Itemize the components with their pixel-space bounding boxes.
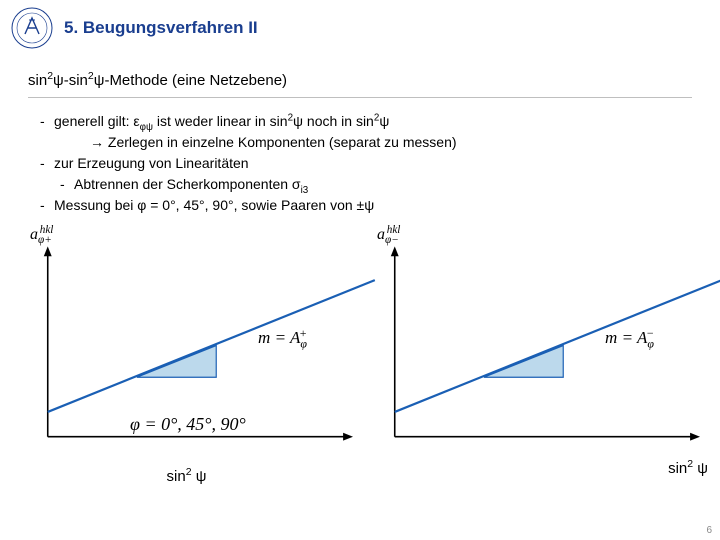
slope-label: m = Aφ+ [258, 328, 307, 348]
chart-right: aφ−hkl m = Aφ− sin2 ψ [365, 230, 702, 465]
bullet-list: generell gilt: εφψ ist weder linear in s… [0, 108, 720, 214]
divider [28, 97, 692, 98]
slide-header: 5. Beugungsverfahren II [0, 0, 720, 54]
page-number: 6 [706, 525, 712, 536]
y-axis-label: aφ−hkl [377, 226, 400, 244]
bullet-subtext: → Zerlegen in einzelne Komponenten (sepa… [40, 133, 692, 152]
x-axis-label: sin2 ψ [167, 468, 207, 485]
institution-logo [10, 6, 54, 50]
slope-label: m = Aφ− [605, 328, 654, 348]
chart-left: aφ+hkl m = Aφ+ φ = 0°, 45°, 90° sin2 ψ [18, 230, 355, 465]
charts-row: aφ+hkl m = Aφ+ φ = 0°, 45°, 90° sin2 ψ a… [0, 216, 720, 465]
y-axis-label: aφ+hkl [30, 226, 53, 244]
section-subtitle: sin2ψ-sin2ψ-Methode (eine Netzebene) [0, 54, 720, 93]
x-axis-label: sin2 ψ [668, 460, 708, 477]
bullet-subitem: Abtrennen der Scherkomponenten σi3 [40, 175, 692, 194]
bullet-item: Messung bei φ = 0°, 45°, 90°, sowie Paar… [40, 196, 692, 215]
slide-title: 5. Beugungsverfahren II [64, 18, 258, 38]
bullet-item: generell gilt: εφψ ist weder linear in s… [40, 112, 692, 131]
bullet-item: zur Erzeugung von Linearitäten [40, 154, 692, 173]
phi-label: φ = 0°, 45°, 90° [130, 414, 246, 435]
